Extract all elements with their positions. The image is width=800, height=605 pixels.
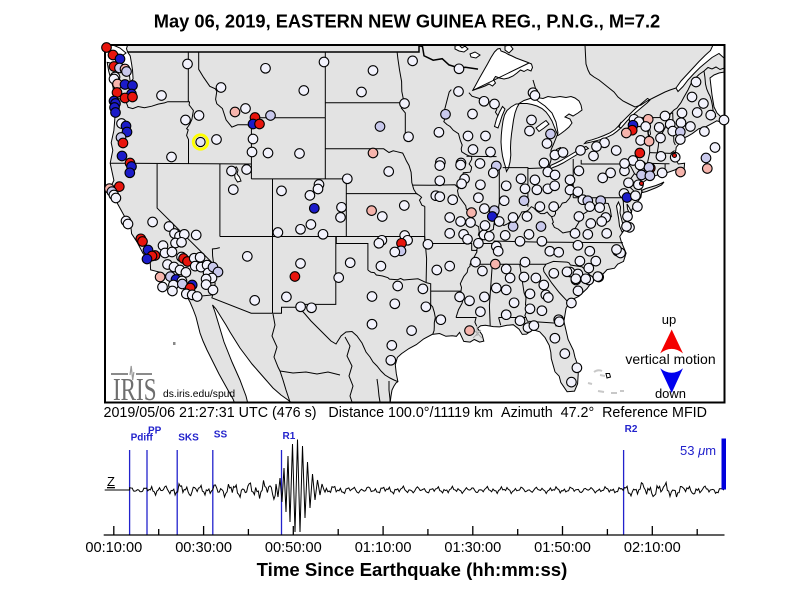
svg-text:53 μm: 53 μm bbox=[680, 443, 716, 458]
svg-text:SKS: SKS bbox=[178, 433, 199, 444]
svg-text:IRIS: IRIS bbox=[113, 372, 157, 408]
svg-text:Z: Z bbox=[107, 474, 115, 489]
svg-text:vertical motion: vertical motion bbox=[625, 351, 715, 367]
svg-text:SS: SS bbox=[214, 429, 228, 440]
svg-text:May 06, 2019, EASTERN NEW GUIN: May 06, 2019, EASTERN NEW GUINEA REG., P… bbox=[154, 11, 660, 32]
svg-text:R1: R1 bbox=[283, 431, 296, 442]
svg-text:01:30:00: 01:30:00 bbox=[444, 540, 501, 556]
svg-text:00:50:00: 00:50:00 bbox=[265, 540, 322, 556]
svg-text:01:50:00: 01:50:00 bbox=[534, 540, 591, 556]
svg-text:2019/05/06 21:27:31 UTC (476 s: 2019/05/06 21:27:31 UTC (476 s) Distance… bbox=[104, 405, 707, 421]
svg-text:02:10:00: 02:10:00 bbox=[624, 540, 681, 556]
svg-text:Pdiff: Pdiff bbox=[131, 433, 154, 444]
svg-text:01:10:00: 01:10:00 bbox=[355, 540, 412, 556]
svg-text:ds.iris.edu/spud: ds.iris.edu/spud bbox=[163, 389, 235, 400]
svg-text:up: up bbox=[662, 312, 676, 327]
svg-text:00:30:00: 00:30:00 bbox=[175, 540, 232, 556]
svg-text:down: down bbox=[655, 386, 686, 401]
svg-text:Time Since Earthquake (hh:mm:s: Time Since Earthquake (hh:mm:ss) bbox=[257, 559, 568, 580]
svg-text:00:10:00: 00:10:00 bbox=[85, 540, 142, 556]
svg-text:PP: PP bbox=[148, 426, 162, 437]
svg-text:R2: R2 bbox=[625, 424, 638, 435]
